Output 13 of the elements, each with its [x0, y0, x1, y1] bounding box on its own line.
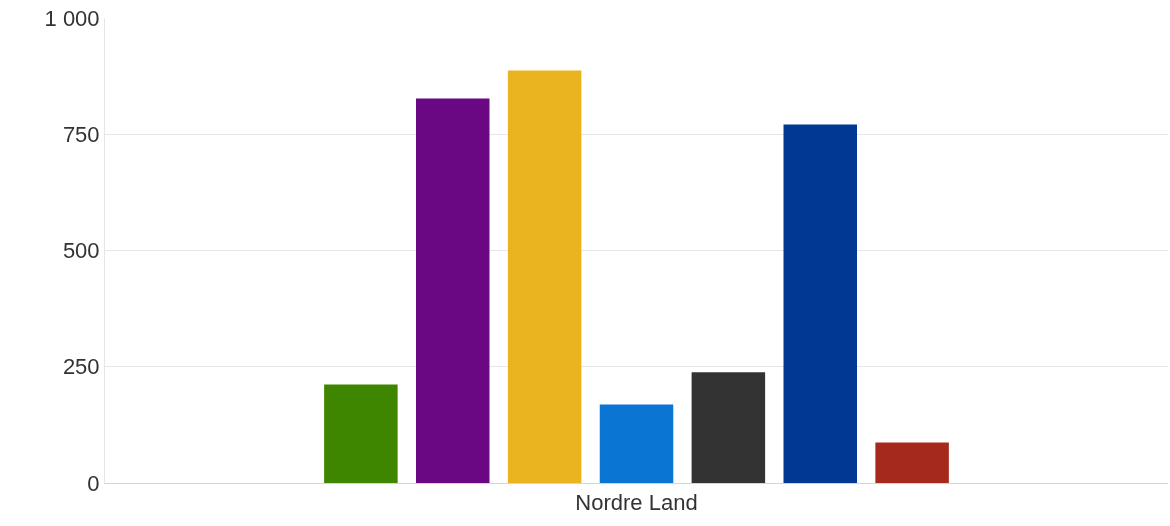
bar	[875, 442, 949, 483]
y-tick-label: 750	[62, 121, 100, 147]
y-tick-label: 1 000	[44, 5, 100, 31]
x-tick-label: Nordre Land	[575, 490, 698, 516]
bar	[691, 372, 766, 483]
bar	[324, 384, 398, 483]
bar	[416, 98, 490, 483]
bar	[507, 70, 582, 483]
y-tick-label: 0	[87, 470, 100, 496]
bar	[783, 124, 857, 483]
y-tick-label: 250	[62, 354, 100, 380]
bar	[599, 404, 674, 483]
y-tick-label: 500	[62, 238, 100, 264]
